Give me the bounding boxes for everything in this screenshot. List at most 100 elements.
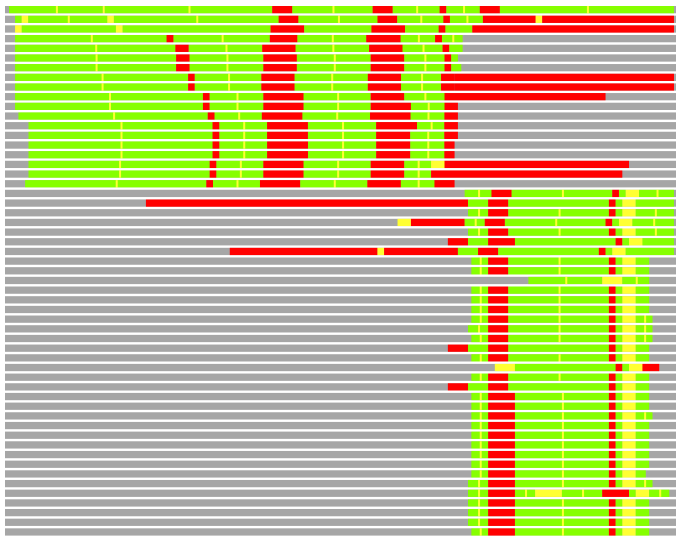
segment-yellow [558,354,561,362]
segment-yellow [417,35,420,43]
segment-red [384,247,458,256]
segment-red [441,73,455,81]
segment-yellow [561,402,564,410]
segment-red [263,93,304,101]
segment-green [615,325,623,333]
row-track [5,228,676,236]
segment-yellow [196,15,199,23]
segment-yellow [535,15,543,23]
segment-red [615,238,623,246]
segment-yellow [622,209,636,217]
segment-red [441,83,455,91]
segment-yellow [656,189,659,198]
segment-red [371,25,406,33]
segment-green [635,499,650,507]
segment-green [467,383,489,391]
segment-yellow [479,257,482,265]
segment-green [514,238,616,246]
segment-red [431,170,445,178]
segment-yellow [431,160,445,169]
segment-red [482,15,536,23]
row-46 [5,441,676,449]
segment-yellow [629,238,643,246]
segment-red [443,15,450,23]
row-48 [5,460,676,468]
segment-yellow [342,141,345,149]
segment-yellow [561,460,564,468]
segment-green [635,470,646,478]
segment-yellow [479,373,482,381]
row-12 [5,112,676,120]
segment-yellow [332,44,335,52]
segment-green [635,421,650,430]
segment-red [608,518,616,526]
segment-yellow [422,44,425,52]
segment-green [635,296,650,304]
segment-green [615,479,623,488]
row-track [5,218,676,227]
segment-red [488,257,509,265]
segment-red [209,170,217,178]
segment-yellow [427,131,430,140]
segment-yellow [622,228,636,236]
segment-yellow [622,499,636,507]
row-track [5,508,676,517]
segment-yellow [120,131,123,140]
row-track [5,470,676,478]
segment-green [471,470,489,478]
segment-yellow [243,141,246,149]
segment-yellow [119,170,122,178]
segment-yellow [622,518,636,526]
segment-yellow [101,73,104,81]
segment-green [632,218,674,227]
segment-red [377,15,398,23]
segment-yellow [331,83,334,91]
segment-yellow [331,35,334,43]
segment-green [615,421,623,430]
segment-red [370,170,405,178]
segment-red [272,6,293,14]
segment-red [608,383,616,391]
segment-green [471,528,489,536]
segment-green [625,247,674,256]
segment-red [370,160,405,169]
segment-yellow [377,247,385,256]
segment-yellow [561,499,564,507]
segment-yellow [115,25,123,33]
segment-green [635,412,653,420]
segment-yellow [558,325,561,333]
segment-yellow [561,508,564,517]
row-34 [5,325,676,333]
segment-yellow [644,334,647,343]
segment-green [622,238,630,246]
segment-yellow [558,373,561,381]
segment-yellow [424,64,427,72]
segment-yellow [602,276,623,285]
segment-red [488,431,515,439]
segment-red [608,470,616,478]
segment-yellow [107,15,114,23]
segment-yellow [561,470,564,478]
segment-green [635,392,650,401]
segment-yellow [525,489,528,497]
segment-green [508,296,609,304]
segment-red [491,189,512,198]
segment-red [608,344,616,352]
segment-red [488,421,515,430]
segment-red [145,199,468,207]
row-track [5,528,676,536]
segment-yellow [236,93,239,101]
segment-yellow [558,209,561,217]
segment-yellow [558,296,561,304]
row-55 [5,528,676,536]
segment-green [296,64,371,72]
segment-green [615,392,623,401]
row-43 [5,412,676,420]
segment-red [176,54,190,62]
segment-green [471,267,489,275]
segment-red [608,479,616,488]
segment-yellow [622,412,636,420]
row-17 [5,160,676,169]
row-track [5,325,676,333]
segment-green [410,112,445,120]
